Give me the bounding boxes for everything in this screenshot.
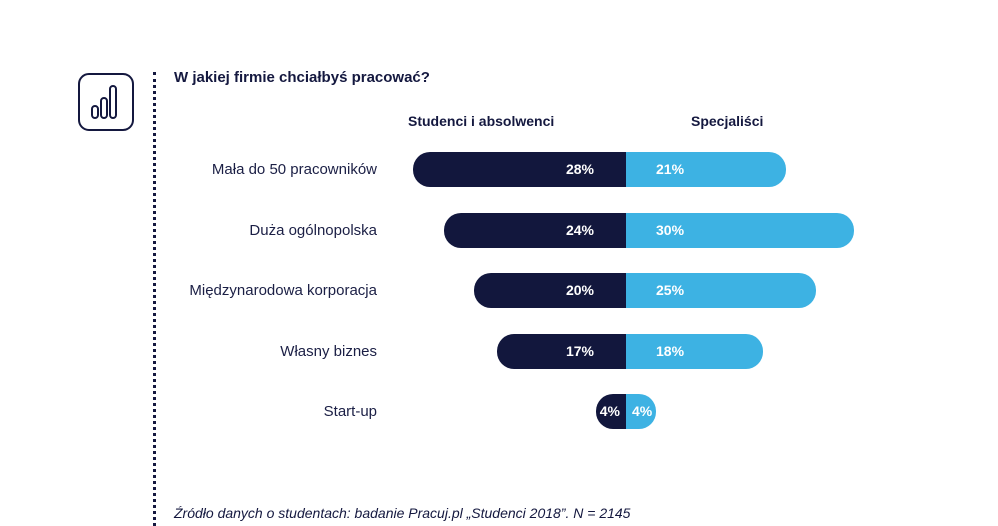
value-label-specialists: 18%	[656, 343, 685, 359]
bar-specialists	[626, 152, 786, 187]
category-label: Własny biznes	[280, 342, 377, 360]
value-label-specialists: 30%	[656, 222, 685, 238]
category-label: Międzynarodowa korporacja	[189, 281, 377, 299]
bar-specialists	[626, 273, 816, 308]
value-label-specialists: 25%	[656, 282, 685, 298]
bar-specialists	[626, 394, 657, 429]
category-label: Duża ogólnopolska	[249, 221, 377, 239]
value-label-specialists: 21%	[656, 161, 685, 177]
dotted-divider	[153, 72, 156, 526]
series-header-specialists: Specjaliści	[691, 113, 764, 129]
bar-chart-icon	[78, 73, 134, 131]
category-label: Start-up	[323, 402, 377, 420]
bar-students	[413, 152, 626, 187]
value-label-students: 24%	[565, 222, 594, 238]
source-note: Źródło danych o studentach: badanie Prac…	[174, 505, 631, 521]
bar-students	[595, 394, 626, 429]
bar-students	[474, 273, 626, 308]
value-label-students: 17%	[565, 343, 594, 359]
series-header-students: Studenci i absolwenci	[408, 113, 555, 129]
bar-specialists	[626, 213, 854, 248]
chart-title: W jakiej firmie chciałbyś pracować?	[174, 69, 430, 86]
category-label: Mała do 50 pracowników	[211, 160, 377, 178]
value-label-students: 28%	[565, 161, 594, 177]
bar-specialists	[626, 334, 763, 369]
bar-students	[443, 213, 626, 248]
value-label-students: 4%	[599, 403, 620, 419]
value-label-specialists: 4%	[632, 403, 653, 419]
bar-students	[496, 334, 626, 369]
value-label-students: 20%	[565, 282, 594, 298]
